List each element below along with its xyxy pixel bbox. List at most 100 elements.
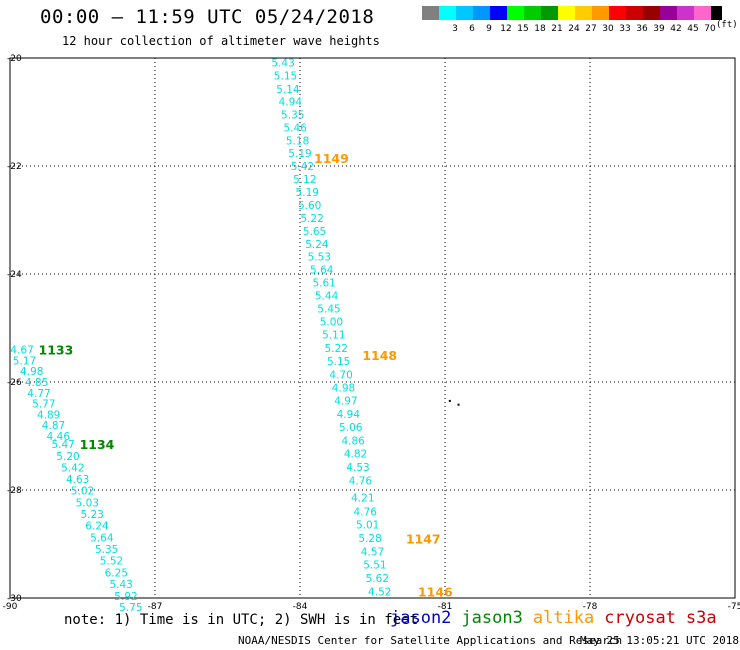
x-tick-label: -90 [3,602,18,612]
wave-height-value: 5.35 [95,544,118,556]
wave-height-value: 4.76 [354,507,378,519]
track-id-label: 1134 [80,437,115,452]
colorbar-swatch [456,6,473,20]
satellite-legend-jason3: jason3 [461,608,523,628]
wave-height-value: 4.94 [279,97,303,109]
x-tick-label: -81 [438,602,453,612]
point-marker [457,403,460,406]
wave-height-value: 5.47 [51,439,74,451]
wave-height-value: 5.43 [271,57,294,69]
colorbar-tick-label: 39 [653,24,665,34]
x-tick-label: -87 [148,602,163,612]
wave-height-value: 5.19 [288,148,311,160]
colorbar-swatch [609,6,626,20]
footer-note: note: 1) Time is in UTC; 2) SWH is in fe… [64,612,419,628]
colorbar-swatch [439,6,456,20]
colorbar-swatch [575,6,592,20]
wave-height-value: 4.67 [10,345,33,357]
colorbar-swatch [677,6,694,20]
wave-height-value: 5.64 [310,265,334,277]
x-tick-label: -75 [728,602,740,612]
wave-height-value: 4.57 [361,547,384,559]
y-tick-label: -26 [7,378,22,388]
wave-height-value: 4.46 [47,431,71,443]
y-tick-label: -30 [7,594,22,604]
satellite-legend-s3a: s3a [685,608,717,628]
satellite-legend-altika: altika [532,608,595,628]
wave-height-value: 5.35 [281,110,304,122]
colorbar-tick-label: 36 [636,24,648,34]
wave-height-value: 5.03 [76,497,99,509]
wave-height-value: 4.82 [344,448,367,460]
colorbar-swatch [626,6,643,20]
wave-height-value: 5.64 [90,533,114,545]
satellite-legend-jason2: jason2 [390,608,452,628]
colorbar-tick-label: 18 [534,24,546,34]
wave-height-value: 5.92 [114,591,137,603]
wave-height-value: 5.23 [80,509,103,521]
colorbar-tick-label: 45 [687,24,698,34]
wave-height-value: 5.45 [317,304,340,316]
wave-height-value: 4.76 [349,475,373,487]
generated-timestamp: May 25 13:05:21 UTC 2018 [580,634,739,647]
wave-height-value: 5.11 [322,329,345,341]
plot-frame [9,57,736,599]
wave-height-value: 5.20 [56,451,79,463]
wave-height-value: 4.70 [329,369,352,381]
x-tick-label: -78 [583,602,598,612]
wave-height-value: 5.12 [293,174,316,186]
wave-height-value: 4.87 [42,420,65,432]
colorbar-tick-label: 24 [568,24,580,34]
wave-height-value: 4.53 [346,462,369,474]
page-title: 00:00 – 11:59 UTC 05/24/2018 [40,6,375,28]
colorbar-tick-label: 15 [517,24,528,34]
wave-height-value: 5.42 [61,462,84,474]
colorbar-swatch [592,6,609,20]
wave-height-value: 4.98 [332,382,355,394]
colorbar-swatch [558,6,575,20]
wave-height-value: 4.97 [334,395,357,407]
colorbar-tick-label: 9 [486,24,492,34]
colorbar-swatch [660,6,677,20]
wave-height-value: 5.62 [366,573,389,585]
y-tick-label: -24 [7,270,22,280]
wave-height-value: 4.98 [20,366,43,378]
colorbar-swatch [473,6,490,20]
wave-height-chart: -90 -87 -84 -81 -78 -75 -20 -22 -24 -26 -28 -30 5.43… [3,54,740,612]
colorbar-swatch [490,6,507,20]
wave-height-value: 5.53 [308,252,331,264]
colorbar-tick-label: 42 [670,24,681,34]
wave-height-value: 5.43 [109,579,132,591]
wave-height-value: 5.51 [363,560,386,572]
colorbar-tick-label: 12 [500,24,511,34]
wave-height-value: 6.25 [105,568,128,580]
wave-height-value: 4.21 [351,493,374,505]
track-id-label: 1146 [418,585,453,600]
wave-height-value: 5.00 [320,317,343,329]
y-tick-label: -20 [7,54,22,64]
wave-height-value: 5.14 [276,84,300,96]
wave-height-value: 5.17 [13,355,36,367]
colorbar-swatch [694,6,711,20]
credit-line: NOAA/NESDIS Center for Satellite Applica… [238,634,623,647]
wave-height-value: 5.60 [298,200,321,212]
wave-height-value: 5.44 [315,291,339,303]
colorbar-tick-label: 27 [585,24,596,34]
colorbar-swatch [711,6,722,20]
colorbar-legend: 3 6 9 12 15 18 21 24 27 30 33 36 39 42 45 70 [422,6,722,34]
page-subtitle: 12 hour collection of altimeter wave hei… [62,34,380,48]
colorbar-tick-label: 70 [704,24,716,34]
colorbar-tick-label: 21 [551,24,562,34]
y-tick-label: -22 [7,162,22,172]
colorbar-swatch [643,6,660,20]
wave-height-value: 5.52 [100,556,123,568]
track-id-label: 1148 [362,348,397,363]
wave-height-value: 5.22 [325,343,348,355]
wave-height-value: 5.06 [339,422,363,434]
colorbar-unit: (ft) [716,20,738,30]
wave-height-value: 5.01 [356,520,379,532]
wave-height-value: 6.24 [85,521,109,533]
colorbar-tick-label: 30 [602,24,614,34]
track-id-label: 1133 [39,343,74,358]
track-id-label: 1149 [314,151,349,166]
